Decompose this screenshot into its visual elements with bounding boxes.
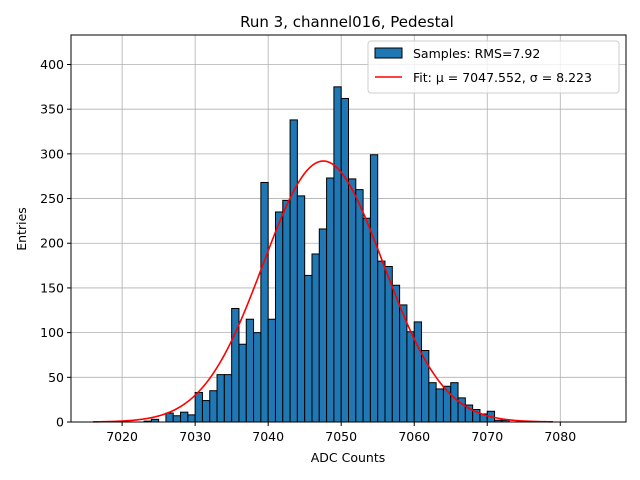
x-tick-label: 7050 [325, 429, 357, 444]
x-tick-label: 7060 [398, 429, 430, 444]
histogram-bar [289, 119, 298, 423]
histogram-bar [260, 181, 269, 423]
histogram-bar [296, 195, 306, 423]
histogram-bar [223, 374, 233, 423]
y-tick-label: 350 [40, 102, 64, 117]
histogram-bar [435, 388, 444, 423]
histogram-bar [399, 304, 408, 423]
x-tick-label: 7080 [544, 429, 576, 444]
plot-frame [70, 34, 627, 423]
histogram-bar [274, 211, 284, 423]
histogram-bar [216, 374, 225, 423]
legend-label-fit: Fit: μ = 7047.552, σ = 8.223 [413, 70, 592, 85]
histogram-bar [201, 400, 211, 423]
legend-label-samples: Samples: RMS=7.92 [413, 46, 540, 61]
legend: Samples: RMS=7.92 Fit: μ = 7047.552, σ =… [367, 40, 620, 94]
histogram-bar [340, 97, 349, 423]
histogram-bar [318, 228, 328, 423]
histogram-bar [369, 154, 379, 423]
y-axis-ticks: 0 50 100 150 200 250 300 350 400 [40, 57, 71, 430]
x-axis-label: ADC Counts [311, 450, 386, 465]
histogram-bar [165, 412, 174, 423]
histogram-bar [209, 390, 218, 423]
histogram-bar [172, 415, 182, 423]
histogram-bar [348, 178, 357, 423]
y-axis-label: Entries [14, 207, 29, 251]
y-tick-label: 100 [40, 325, 64, 340]
y-tick-label: 50 [48, 370, 64, 385]
y-tick-label: 400 [40, 57, 64, 72]
histogram-bar [406, 331, 415, 423]
legend-box [367, 40, 620, 94]
histogram-bar [194, 392, 203, 423]
y-tick-label: 200 [40, 236, 64, 251]
x-tick-label: 7030 [179, 429, 211, 444]
fit-curve-group [92, 160, 553, 423]
histogram-bar [355, 189, 364, 423]
histogram-bar [311, 253, 320, 423]
histogram-bar [413, 321, 423, 423]
y-tick-label: 250 [40, 191, 64, 206]
histogram-bar [391, 284, 401, 423]
histogram-bar [245, 318, 255, 423]
chart-title: Run 3, channel016, Pedestal [240, 13, 454, 31]
histogram-bars [143, 86, 510, 423]
histogram-bar [267, 318, 276, 423]
histogram-bar [304, 274, 313, 423]
x-tick-label: 7040 [252, 429, 284, 444]
histogram-bar [282, 199, 291, 423]
fit-curve [92, 160, 553, 423]
legend-swatch-samples [374, 47, 403, 59]
histogram-bar [187, 414, 196, 423]
histogram-bar [428, 382, 437, 423]
x-tick-label: 7070 [471, 429, 503, 444]
histogram-bar [180, 411, 189, 423]
x-axis-ticks: 7020 7030 7040 7050 7060 7070 7080 [106, 422, 576, 444]
histogram-bar [253, 332, 262, 423]
histogram-bar [333, 86, 342, 423]
y-tick-label: 0 [56, 415, 64, 430]
histogram-bar [450, 382, 459, 423]
histogram-bar [377, 260, 386, 423]
histogram-bar [238, 343, 247, 423]
histogram-bar [362, 217, 371, 423]
histogram-bar [326, 177, 335, 423]
x-tick-label: 7020 [106, 429, 138, 444]
histogram-bar [384, 265, 393, 423]
y-tick-label: 150 [40, 280, 64, 295]
y-tick-label: 300 [40, 146, 64, 161]
